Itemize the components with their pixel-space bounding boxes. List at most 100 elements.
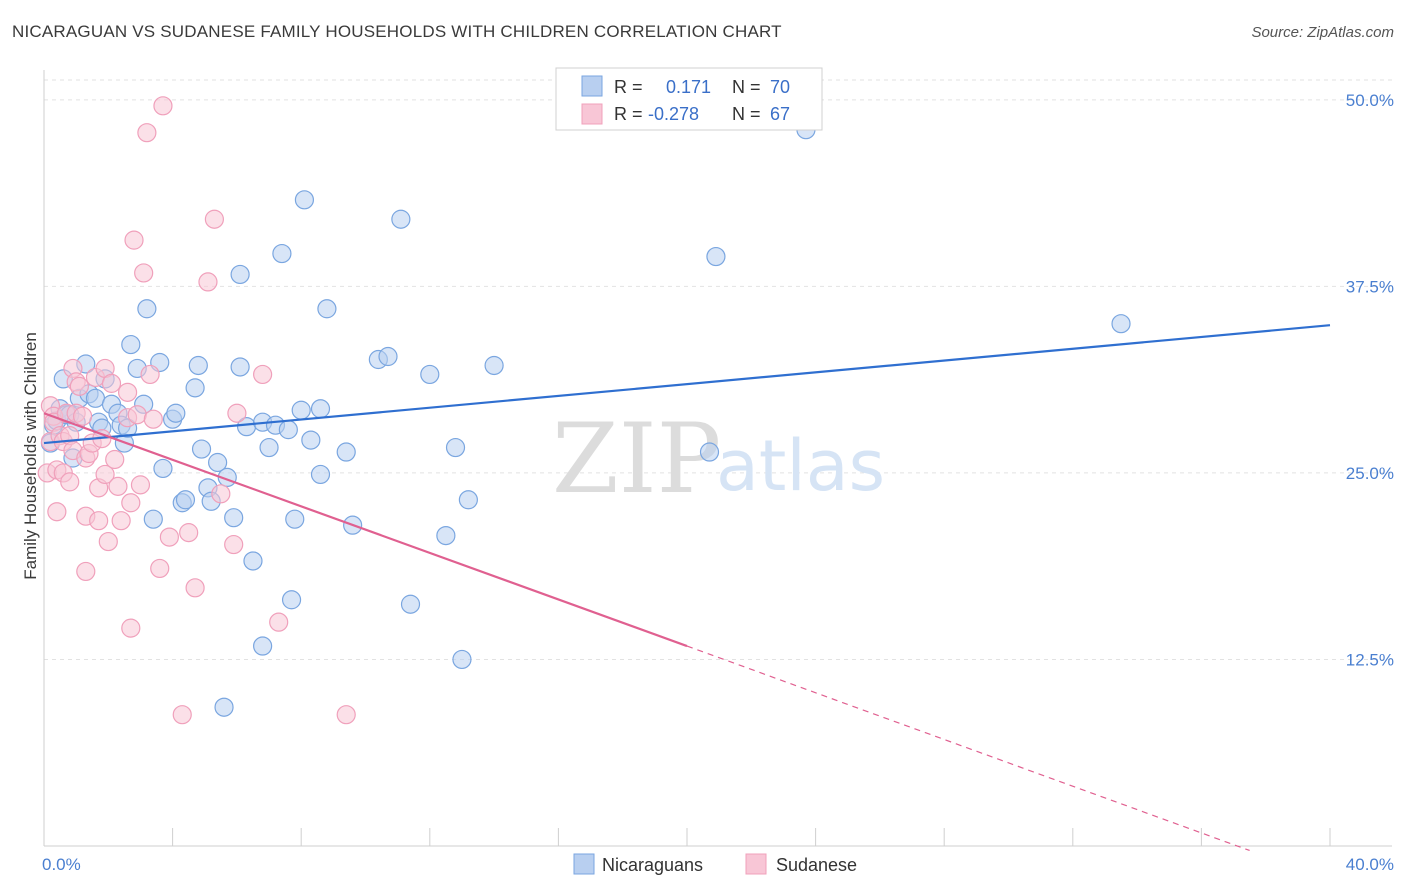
point-nicaraguans-74 xyxy=(1111,314,1131,334)
y-tick-label-3: 12.5% xyxy=(1346,650,1394,669)
point-sudanese-51 xyxy=(185,578,205,598)
y-tick-labels: 50.0% 37.5% 25.0% 12.5% xyxy=(1346,91,1394,670)
point-nicaraguans-64 xyxy=(400,594,421,614)
point-nicaraguans-67 xyxy=(445,437,466,458)
data-points xyxy=(37,96,1131,725)
point-nicaraguans-57 xyxy=(310,464,331,485)
point-nicaraguans-29 xyxy=(166,403,186,423)
point-nicaraguans-66 xyxy=(436,525,456,546)
point-nicaraguans-56 xyxy=(310,399,331,419)
point-sudanese-55 xyxy=(224,534,244,555)
point-nicaraguans-71 xyxy=(699,442,720,462)
point-sudanese-58 xyxy=(269,612,289,632)
point-nicaraguans-59 xyxy=(336,442,356,462)
y-tick-label-2: 25.0% xyxy=(1346,464,1394,483)
trend-line-sudanese xyxy=(43,412,688,648)
point-sudanese-18 xyxy=(72,406,93,426)
bottom-legend: Nicaraguans Sudanese xyxy=(573,853,857,875)
point-sudanese-39 xyxy=(124,230,144,250)
legend-swatch-sudanese xyxy=(581,103,603,125)
point-nicaraguans-27 xyxy=(153,458,173,479)
legend-n-label-2: N = xyxy=(732,104,761,124)
x-tick-labels: 0.0% 40.0% xyxy=(42,855,1394,874)
point-sudanese-40 xyxy=(127,405,147,425)
legend-n-value-1: 70 xyxy=(770,77,790,97)
point-sudanese-34 xyxy=(111,511,131,531)
point-nicaraguans-72 xyxy=(706,246,726,267)
point-sudanese-12 xyxy=(60,472,80,492)
trend-lines xyxy=(43,324,1331,852)
point-sudanese-31 xyxy=(101,373,122,393)
point-nicaraguans-50 xyxy=(278,420,298,440)
point-sudanese-46 xyxy=(150,558,170,579)
point-sudanese-47 xyxy=(153,96,173,116)
point-sudanese-35 xyxy=(117,382,138,402)
point-nicaraguans-47 xyxy=(259,437,279,458)
point-nicaraguans-53 xyxy=(291,400,311,420)
legend: R = 0.171 N = 70 R = -0.278 N = 67 xyxy=(555,67,823,131)
point-nicaraguans-69 xyxy=(458,490,478,510)
point-sudanese-59 xyxy=(336,705,356,725)
point-sudanese-38 xyxy=(121,618,141,638)
bottom-legend-nicaraguans: Nicaraguans xyxy=(602,855,703,875)
watermark-atlas: atlas xyxy=(716,425,885,507)
point-sudanese-54 xyxy=(211,484,231,504)
point-sudanese-25 xyxy=(89,511,109,531)
point-nicaraguans-32 xyxy=(185,378,205,398)
point-sudanese-21 xyxy=(76,561,96,582)
bottom-legend-swatch-sudanese xyxy=(745,853,767,875)
bottom-legend-swatch-nicaraguans xyxy=(573,853,595,875)
point-sudanese-49 xyxy=(172,705,192,725)
point-sudanese-43 xyxy=(137,123,157,143)
point-nicaraguans-62 xyxy=(378,346,398,367)
point-nicaraguans-54 xyxy=(294,190,315,210)
point-sudanese-17 xyxy=(69,376,89,396)
point-sudanese-37 xyxy=(121,493,141,513)
point-nicaraguans-34 xyxy=(191,439,212,459)
bottom-legend-sudanese: Sudanese xyxy=(776,855,857,875)
trend-line-nicaraguans xyxy=(43,324,1331,445)
point-nicaraguans-70 xyxy=(484,355,504,376)
legend-r-value-2: -0.278 xyxy=(648,104,699,124)
point-sudanese-33 xyxy=(108,476,128,496)
trend-line-dashed-sudanese xyxy=(686,645,1250,852)
point-nicaraguans-24 xyxy=(137,299,157,319)
x-tick-label-1: 40.0% xyxy=(1346,855,1394,874)
point-nicaraguans-31 xyxy=(175,490,196,510)
point-nicaraguans-37 xyxy=(208,452,228,473)
point-nicaraguans-44 xyxy=(243,551,263,571)
point-sudanese-42 xyxy=(134,263,154,283)
point-nicaraguans-65 xyxy=(420,364,440,385)
point-sudanese-29 xyxy=(95,464,115,485)
point-nicaraguans-25 xyxy=(143,509,163,529)
point-sudanese-44 xyxy=(140,364,160,385)
point-sudanese-48 xyxy=(159,527,179,547)
axes xyxy=(43,70,1392,847)
point-sudanese-6 xyxy=(47,502,67,522)
legend-r-value-1: 0.171 xyxy=(666,77,711,97)
point-nicaraguans-51 xyxy=(281,590,302,610)
point-sudanese-45 xyxy=(143,409,163,429)
legend-r-label-1: R = xyxy=(614,77,643,97)
chart-title: NICARAGUAN VS SUDANESE FAMILY HOUSEHOLDS… xyxy=(12,22,782,41)
point-nicaraguans-68 xyxy=(452,649,472,670)
point-nicaraguans-38 xyxy=(214,697,234,717)
point-nicaraguans-21 xyxy=(121,334,141,355)
point-sudanese-41 xyxy=(130,475,151,495)
watermark-zip: ZIP xyxy=(552,403,721,515)
point-nicaraguans-46 xyxy=(253,636,273,656)
point-sudanese-50 xyxy=(179,523,199,543)
point-sudanese-56 xyxy=(227,403,247,423)
legend-n-value-2: 67 xyxy=(770,104,790,124)
point-sudanese-30 xyxy=(98,531,118,552)
point-nicaraguans-58 xyxy=(317,299,337,319)
point-nicaraguans-33 xyxy=(188,355,208,376)
point-sudanese-52 xyxy=(198,272,218,292)
x-tick-label-0: 0.0% xyxy=(42,855,81,874)
y-tick-label-1: 37.5% xyxy=(1346,277,1394,296)
point-sudanese-53 xyxy=(204,209,224,229)
point-nicaraguans-41 xyxy=(230,264,250,285)
y-axis-label: Family Households with Children xyxy=(21,332,40,580)
legend-n-label-1: N = xyxy=(732,77,761,97)
